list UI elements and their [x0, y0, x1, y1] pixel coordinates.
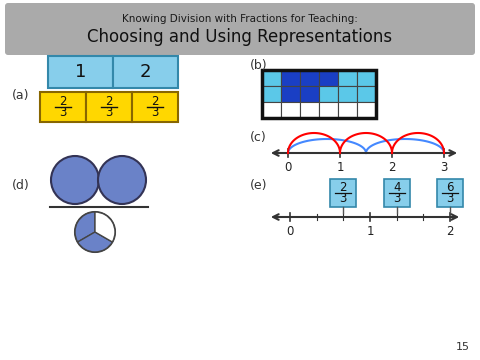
- Text: 1: 1: [75, 63, 86, 81]
- Bar: [357, 86, 376, 102]
- Text: 4: 4: [393, 181, 400, 194]
- Bar: [330, 179, 356, 207]
- Text: 1: 1: [366, 225, 374, 238]
- Text: 2: 2: [140, 63, 151, 81]
- Bar: [338, 86, 357, 102]
- Wedge shape: [95, 212, 115, 242]
- Text: 3: 3: [340, 192, 347, 205]
- FancyBboxPatch shape: [5, 3, 475, 55]
- Bar: [357, 70, 376, 86]
- Text: Choosing and Using Representations: Choosing and Using Representations: [87, 28, 393, 46]
- Text: (b): (b): [250, 58, 268, 72]
- Bar: [262, 86, 281, 102]
- Bar: [437, 179, 463, 207]
- Bar: [281, 86, 300, 102]
- Bar: [319, 70, 338, 86]
- Text: (d): (d): [12, 179, 30, 192]
- Bar: [281, 70, 300, 86]
- Circle shape: [75, 212, 115, 252]
- Text: (c): (c): [250, 131, 267, 144]
- Text: 2: 2: [151, 95, 159, 108]
- Text: 2: 2: [446, 225, 454, 238]
- Text: 1: 1: [336, 161, 344, 174]
- Text: 2: 2: [105, 95, 113, 108]
- Text: 0: 0: [286, 225, 294, 238]
- Bar: [300, 86, 319, 102]
- Text: Knowing Division with Fractions for Teaching:: Knowing Division with Fractions for Teac…: [122, 14, 358, 24]
- Bar: [338, 102, 357, 118]
- Bar: [113, 56, 178, 88]
- Bar: [384, 179, 409, 207]
- Bar: [357, 102, 376, 118]
- Bar: [262, 102, 281, 118]
- Bar: [319, 86, 338, 102]
- Text: 3: 3: [440, 161, 448, 174]
- Circle shape: [98, 156, 146, 204]
- Text: 3: 3: [393, 192, 400, 205]
- Bar: [300, 102, 319, 118]
- Wedge shape: [78, 232, 112, 252]
- Text: (a): (a): [12, 89, 29, 102]
- Text: 3: 3: [60, 106, 67, 119]
- Text: 2: 2: [339, 181, 347, 194]
- Bar: [262, 70, 376, 118]
- Bar: [262, 70, 281, 86]
- Bar: [338, 70, 357, 86]
- Text: 3: 3: [151, 106, 159, 119]
- Bar: [40, 92, 86, 122]
- Bar: [319, 102, 338, 118]
- Text: 3: 3: [446, 192, 454, 205]
- Bar: [132, 92, 178, 122]
- Text: 15: 15: [456, 342, 470, 352]
- Bar: [281, 102, 300, 118]
- Circle shape: [51, 156, 99, 204]
- Text: 2: 2: [59, 95, 67, 108]
- Text: 3: 3: [105, 106, 113, 119]
- Text: 6: 6: [446, 181, 454, 194]
- Wedge shape: [75, 212, 95, 242]
- Text: (e): (e): [250, 179, 267, 192]
- Bar: [300, 70, 319, 86]
- Text: 2: 2: [388, 161, 396, 174]
- Bar: [86, 92, 132, 122]
- Bar: [48, 56, 113, 88]
- Text: 0: 0: [284, 161, 292, 174]
